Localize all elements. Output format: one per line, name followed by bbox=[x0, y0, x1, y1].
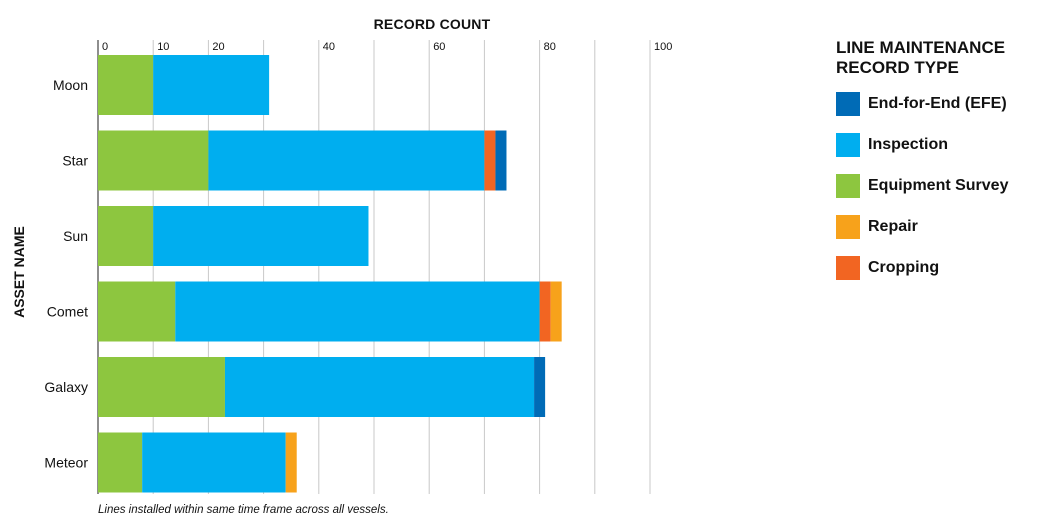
legend-label: Equipment Survey bbox=[868, 177, 1009, 194]
bar-galaxy-equipment-survey bbox=[98, 357, 225, 417]
x-tick-label: 80 bbox=[544, 41, 556, 53]
legend-label: Inspection bbox=[868, 136, 949, 153]
bar-moon-equipment-survey bbox=[98, 55, 154, 115]
bar-meteor-equipment-survey bbox=[98, 432, 143, 493]
bar-sun-inspection bbox=[153, 206, 369, 266]
legend-label: End-for-End (EFE) bbox=[868, 95, 1007, 112]
footnote: Lines installed within same time frame a… bbox=[98, 504, 389, 516]
legend-item-inspection: Inspection bbox=[836, 133, 1036, 157]
legend-item-cropping: Cropping bbox=[836, 256, 1036, 280]
category-label-sun: Sun bbox=[63, 228, 88, 244]
bar-comet-repair bbox=[550, 281, 562, 342]
category-label-moon: Moon bbox=[53, 77, 88, 93]
category-label-meteor: Meteor bbox=[44, 455, 88, 471]
legend-item-end-for-end-efe: End-for-End (EFE) bbox=[836, 92, 1036, 116]
legend-item-repair: Repair bbox=[836, 215, 1036, 239]
bar-galaxy-end-for-end-efe bbox=[534, 357, 546, 417]
legend-title: LINE MAINTENANCE RECORD TYPE bbox=[836, 38, 1036, 78]
x-tick-label: 20 bbox=[212, 41, 224, 53]
x-tick-label: 60 bbox=[433, 41, 445, 53]
bar-star-inspection bbox=[208, 130, 485, 191]
legend-title-line2: RECORD TYPE bbox=[836, 58, 959, 77]
bar-comet-cropping bbox=[539, 281, 551, 342]
x-axis-title: RECORD COUNT bbox=[374, 16, 491, 32]
bar-sun-equipment-survey bbox=[98, 206, 154, 266]
legend: LINE MAINTENANCE RECORD TYPE End-for-End… bbox=[836, 38, 1036, 297]
bar-moon-inspection bbox=[153, 55, 270, 115]
y-axis-title: ASSET NAME bbox=[11, 226, 27, 318]
legend-swatch bbox=[836, 256, 860, 280]
legend-swatch bbox=[836, 174, 860, 198]
category-label-comet: Comet bbox=[47, 304, 88, 320]
bar-star-equipment-survey bbox=[98, 130, 209, 191]
legend-label: Cropping bbox=[868, 259, 940, 276]
category-label-star: Star bbox=[62, 153, 88, 169]
x-tick-label: 40 bbox=[323, 41, 335, 53]
x-tick-label: 10 bbox=[157, 41, 169, 53]
x-tick-label: 100 bbox=[654, 41, 672, 53]
x-tick-label: 0 bbox=[102, 41, 108, 53]
legend-swatch bbox=[836, 92, 860, 116]
legend-label: Repair bbox=[868, 218, 918, 235]
bar-meteor-inspection bbox=[142, 432, 286, 493]
bar-galaxy-inspection bbox=[224, 357, 535, 417]
legend-title-line1: LINE MAINTENANCE bbox=[836, 38, 1006, 57]
bar-star-cropping bbox=[484, 130, 496, 191]
bar-star-end-for-end-efe bbox=[495, 130, 507, 191]
category-label-galaxy: Galaxy bbox=[44, 379, 88, 395]
legend-swatch bbox=[836, 215, 860, 239]
bar-meteor-repair bbox=[285, 432, 297, 493]
bar-comet-inspection bbox=[175, 281, 540, 342]
legend-item-equipment-survey: Equipment Survey bbox=[836, 174, 1036, 198]
legend-swatch bbox=[836, 133, 860, 157]
bar-comet-equipment-survey bbox=[98, 281, 176, 342]
